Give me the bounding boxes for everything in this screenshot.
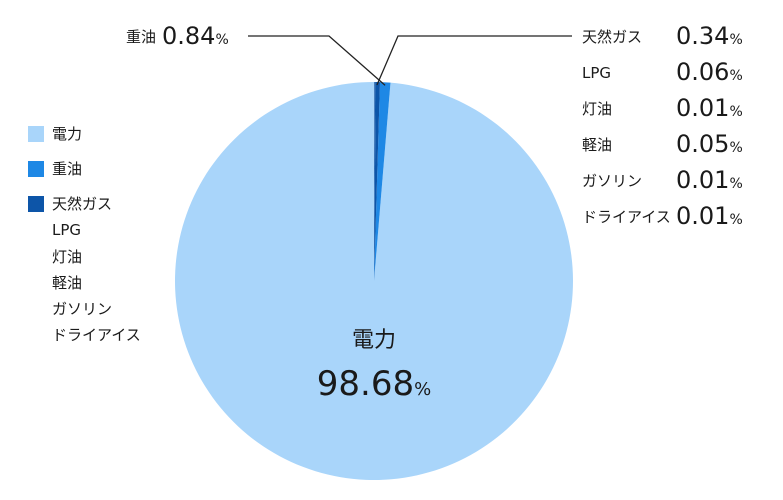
- pie-slice-1: [374, 82, 391, 281]
- callout-right-name: ドライアイス: [582, 208, 671, 226]
- legend-sub-item: LPG: [52, 217, 141, 243]
- slice-label-name: 電力: [352, 328, 396, 353]
- legend-entry: 天然ガス: [28, 186, 141, 221]
- legend-swatch: [28, 160, 44, 177]
- legend-sub-item: 灯油: [52, 243, 141, 269]
- legend-sub-item: 軽油: [52, 269, 141, 295]
- callout-right-value: 0.34%: [676, 22, 743, 50]
- legend-sub-label: LPG: [52, 221, 82, 239]
- legend-sub-label: 軽油: [52, 273, 83, 292]
- callout-right-name: 軽油: [582, 136, 612, 154]
- legend-sub-list: LPG 灯油 軽油 ガソリン ドライアイス: [52, 217, 141, 347]
- legend-swatch: [28, 125, 44, 142]
- callout-right-unit: %: [729, 140, 742, 156]
- callout-right-value: 0.01%: [676, 202, 743, 230]
- pie-slice-4: [374, 82, 376, 281]
- legend-sub-item: ガソリン: [52, 295, 141, 321]
- leader-line-left: [248, 35, 386, 86]
- callout-right-value: 0.05%: [676, 130, 743, 158]
- legend-label: 天然ガス: [52, 195, 113, 213]
- legend-entry: 重油: [28, 151, 141, 186]
- callout-left-value: 0.84%: [162, 22, 229, 50]
- pie-slices: [174, 82, 573, 480]
- callout-right-unit: %: [729, 32, 742, 48]
- leader-line-right: [376, 35, 572, 86]
- slice-label-unit: %: [414, 379, 431, 400]
- callout-left-unit: %: [215, 32, 228, 48]
- slice-label-value: 98.68%: [317, 364, 431, 404]
- leader-lines: [248, 35, 572, 86]
- callout-right-unit: %: [729, 212, 742, 228]
- callout-right-unit: %: [729, 176, 742, 192]
- pie-slice-0: [174, 82, 573, 480]
- pie-slice-2: [374, 82, 381, 282]
- legend: 電力 重油 天然ガス LPG 灯油 軽油 ガソリン ドライアイス: [28, 116, 141, 347]
- pie-slice-3: [374, 82, 376, 281]
- callout-right-value: 0.01%: [676, 166, 743, 194]
- callout-right-unit: %: [729, 104, 742, 120]
- legend-sub-item: ドライアイス: [52, 321, 141, 347]
- callout-right-name: LPG: [582, 64, 611, 82]
- callout-right-value: 0.01%: [676, 94, 743, 122]
- legend-sub-label: 灯油: [52, 247, 83, 266]
- legend-sub-label: ドライアイス: [52, 325, 141, 344]
- callout-right-value: 0.06%: [676, 58, 743, 86]
- legend-entry: 電力: [28, 116, 141, 151]
- legend-label: 電力: [52, 125, 83, 143]
- callout-right-unit: %: [729, 68, 742, 84]
- legend-sub-label: ガソリン: [52, 299, 113, 318]
- callout-right-name: 灯油: [582, 100, 612, 118]
- legend-label: 重油: [52, 160, 83, 178]
- callout-right-name: ガソリン: [582, 172, 642, 190]
- pie-slice-5: [374, 82, 375, 282]
- callout-right-name: 天然ガス: [582, 28, 642, 46]
- legend-swatch: [28, 195, 44, 212]
- callout-left-name: 重油: [126, 28, 156, 46]
